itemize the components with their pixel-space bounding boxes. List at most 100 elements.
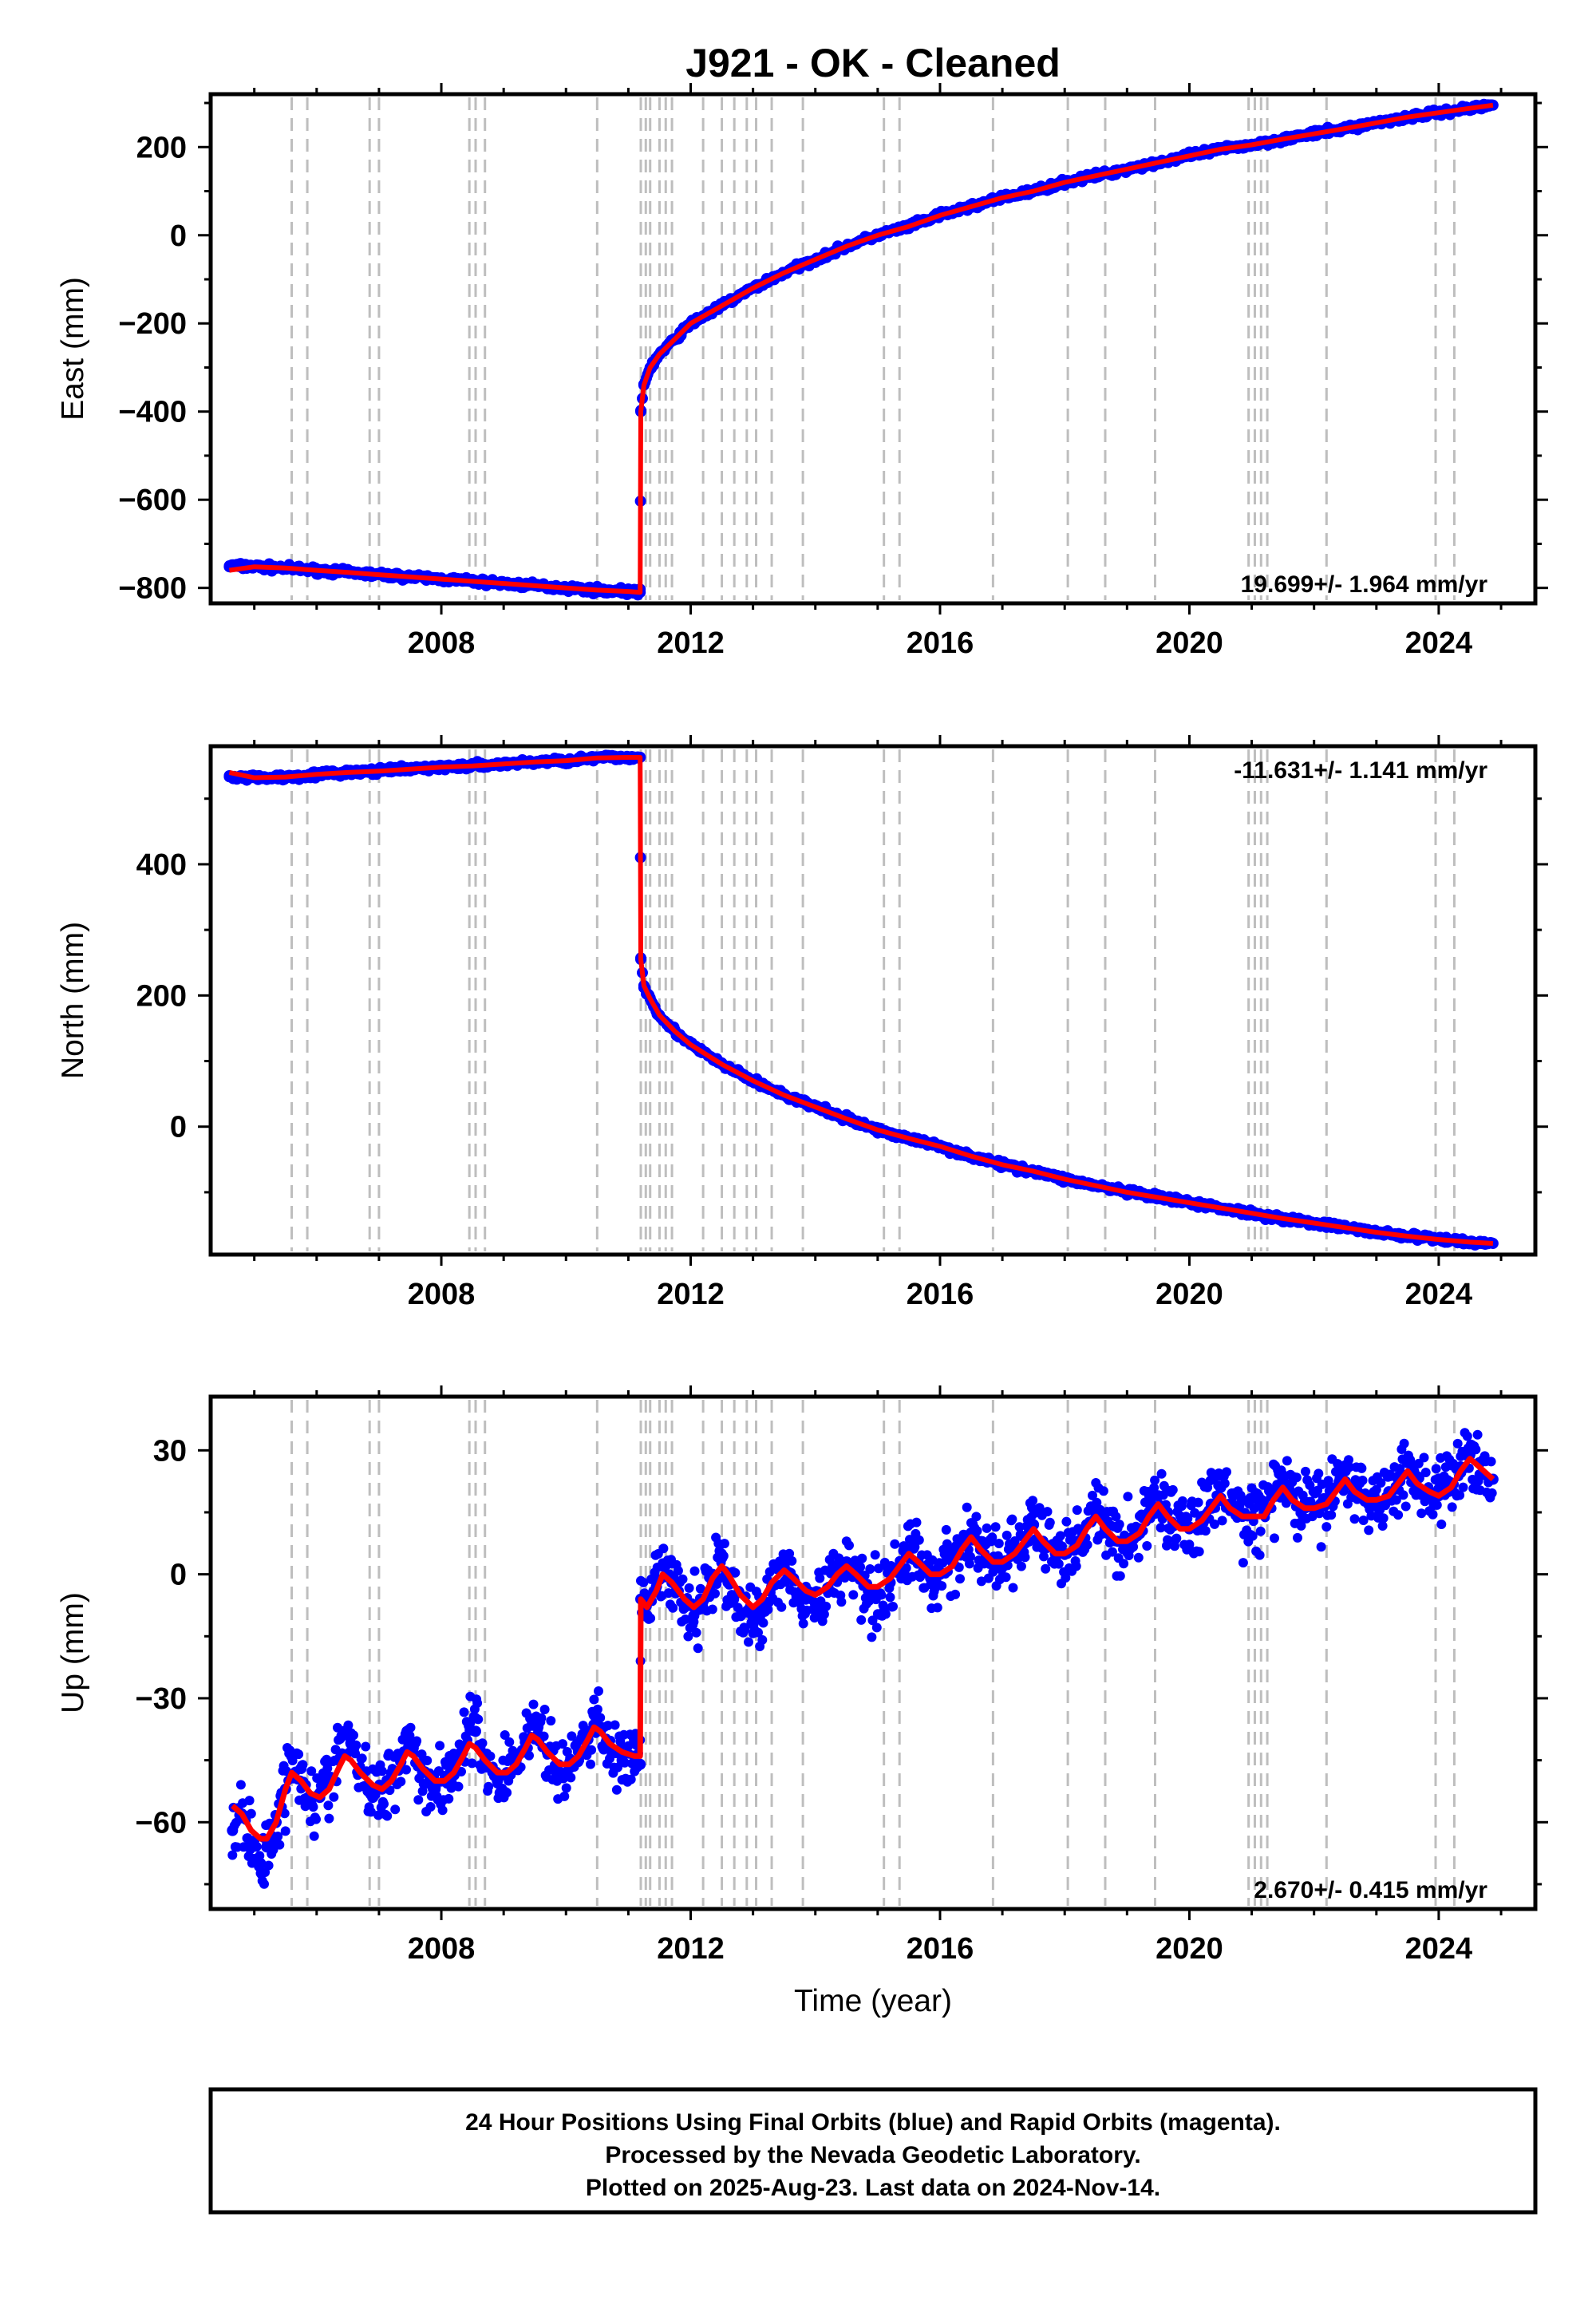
observation-point [678, 1574, 688, 1584]
observation-point [798, 1618, 808, 1629]
observation-point [809, 1597, 821, 1609]
observation-point [971, 1512, 982, 1522]
observation-point [1210, 1519, 1219, 1529]
observation-point [1254, 1550, 1265, 1560]
observation-point [964, 1559, 974, 1569]
observation-point [275, 1840, 285, 1850]
observation-point [1156, 1468, 1167, 1479]
observation-point [871, 1589, 883, 1601]
observation-point [536, 1713, 547, 1723]
observation-point [982, 1523, 992, 1533]
observation-point [1364, 1525, 1374, 1535]
observation-points [227, 1428, 1497, 1889]
observation-point [950, 1589, 961, 1599]
observation-point [1215, 1481, 1227, 1493]
observation-point [1200, 1526, 1211, 1536]
observation-point [255, 1858, 267, 1870]
observation-point [1150, 1475, 1160, 1485]
observation-point [888, 1602, 898, 1611]
x-axis-label: Time (year) [794, 1984, 952, 2018]
observation-point [1436, 1520, 1447, 1529]
observation-point [800, 1593, 812, 1605]
observation-point [1472, 1429, 1483, 1440]
observation-point [526, 1713, 538, 1725]
observation-point [1098, 1486, 1108, 1496]
observation-point [937, 1581, 947, 1591]
observation-point [390, 1804, 401, 1815]
observation-point [246, 1808, 256, 1819]
observation-point [1119, 1559, 1129, 1569]
y-tick-label: 0 [170, 219, 187, 253]
observation-point [1358, 1516, 1369, 1525]
observation-point [688, 1610, 700, 1622]
observation-point [719, 1539, 729, 1549]
observation-point [1114, 1520, 1124, 1530]
observation-point [227, 1850, 238, 1860]
observation-point [844, 1540, 854, 1551]
x-tick-label: 2016 [907, 1932, 974, 1966]
observation-point [561, 1783, 571, 1793]
observation-point [373, 1810, 384, 1820]
x-tick-label: 2016 [907, 626, 974, 660]
observation-point [1486, 1456, 1496, 1467]
panels: 2008 2012 2016 2020 2024−800−600−400−2000200… [56, 83, 1548, 2018]
observation-point [401, 1725, 413, 1737]
observation-point [382, 1811, 393, 1821]
observation-point [784, 1548, 795, 1559]
observation-point [349, 1730, 358, 1741]
observation-point [753, 1627, 763, 1638]
observation-point [657, 1560, 669, 1572]
observation-point [500, 1730, 510, 1740]
observation-point [1061, 1516, 1072, 1527]
observation-point [435, 1741, 445, 1751]
observation-point [1420, 1468, 1431, 1477]
observation-point [477, 1738, 488, 1749]
y-tick-label: 400 [136, 848, 187, 882]
observation-point [357, 1753, 367, 1764]
observation-point [865, 1564, 875, 1574]
observation-point [1301, 1466, 1310, 1476]
observation-point [311, 1814, 321, 1824]
observation-point [840, 1556, 852, 1568]
observation-point [1082, 1539, 1092, 1550]
observation-point [1357, 1476, 1368, 1485]
observation-point [1123, 1492, 1133, 1502]
y-axis-label: East (mm) [56, 277, 90, 421]
y-tick-label: −30 [136, 1682, 187, 1716]
footer-line-2: Processed by the Nevada Geodetic Laborat… [605, 2142, 1140, 2168]
observation-point [1028, 1496, 1038, 1506]
observation-point [658, 1543, 669, 1554]
observation-point [1183, 1513, 1193, 1524]
observation-point [1034, 1503, 1045, 1513]
observation-point [1156, 1523, 1166, 1533]
observation-point [867, 1615, 878, 1626]
y-axis-label: Up (mm) [56, 1592, 90, 1713]
observation-point [626, 1774, 636, 1784]
observation-point [338, 1725, 350, 1737]
observation-point [365, 1807, 376, 1817]
observation-point [1092, 1497, 1102, 1508]
x-tick-label: 2020 [1156, 1932, 1223, 1966]
observation-point [1377, 1521, 1388, 1531]
observation-point [322, 1763, 333, 1773]
observation-point [429, 1783, 441, 1795]
observation-point [459, 1707, 469, 1717]
observation-point [304, 1796, 316, 1808]
observation-point [1431, 1464, 1441, 1474]
observation-point [730, 1567, 741, 1578]
observation-point [693, 1643, 703, 1654]
observation-point [1152, 1490, 1164, 1502]
observation-point [1163, 1535, 1173, 1545]
observation-point [1007, 1514, 1017, 1524]
observation-point [1419, 1452, 1429, 1463]
observation-point [1115, 1571, 1125, 1581]
observation-point [848, 1590, 859, 1600]
observation-point [1193, 1497, 1203, 1508]
observation-point [1111, 1512, 1121, 1522]
observation-point [379, 1799, 389, 1809]
y-tick-label: 0 [170, 1111, 187, 1144]
observation-point [1133, 1552, 1144, 1563]
observation-point [1194, 1547, 1204, 1557]
footer-line-1: 24 Hour Positions Using Final Orbits (bl… [465, 2109, 1281, 2136]
